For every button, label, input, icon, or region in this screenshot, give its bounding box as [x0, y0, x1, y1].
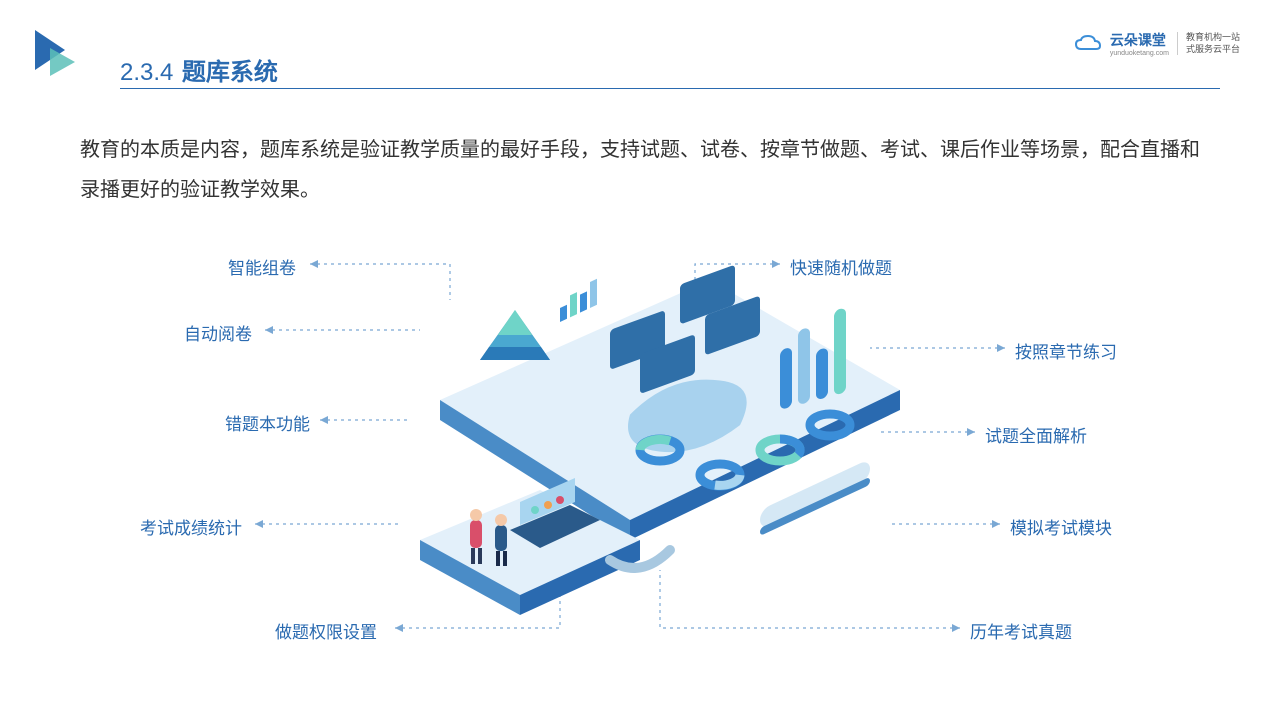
corner-marker-icon	[35, 30, 85, 95]
feature-past-exams: 历年考试真题	[970, 618, 1072, 643]
section-number: 2.3.4	[120, 59, 173, 86]
logo-tagline: 教育机构一站 式服务云平台	[1177, 32, 1240, 55]
feature-mock-exam: 模拟考试模块	[1010, 514, 1112, 539]
logo-domain-text: yunduoketang.com	[1110, 50, 1169, 57]
feature-smart-compose: 智能组卷	[228, 254, 296, 279]
description-text: 教育的本质是内容，题库系统是验证教学质量的最好手段，支持试题、试卷、按章节做题、…	[80, 130, 1200, 210]
section-title: 题库系统	[182, 59, 278, 86]
feature-wrong-book: 错题本功能	[225, 410, 310, 435]
feature-score-stats: 考试成绩统计	[140, 514, 242, 539]
feature-diagram: 智能组卷 自动阅卷 错题本功能 考试成绩统计 做题权限设置 快速随机做题 按照章…	[0, 230, 1280, 690]
header-underline	[120, 88, 1220, 89]
feature-full-analysis: 试题全面解析	[985, 422, 1087, 447]
bar-chart-icon	[560, 279, 597, 322]
brand-logo: 云朵课堂 yunduoketang.com 教育机构一站 式服务云平台	[1074, 30, 1240, 57]
feature-chapter-practice: 按照章节练习	[1015, 338, 1117, 363]
logo-brand-text: 云朵课堂	[1110, 32, 1166, 48]
feature-auto-grade: 自动阅卷	[184, 320, 252, 345]
pyramid-chart-icon	[480, 310, 550, 360]
pill-button-icon	[760, 459, 870, 536]
page-header: 2.3.4 题库系统	[120, 52, 278, 87]
cloud-icon	[1074, 34, 1102, 54]
isometric-illustration	[360, 250, 920, 670]
